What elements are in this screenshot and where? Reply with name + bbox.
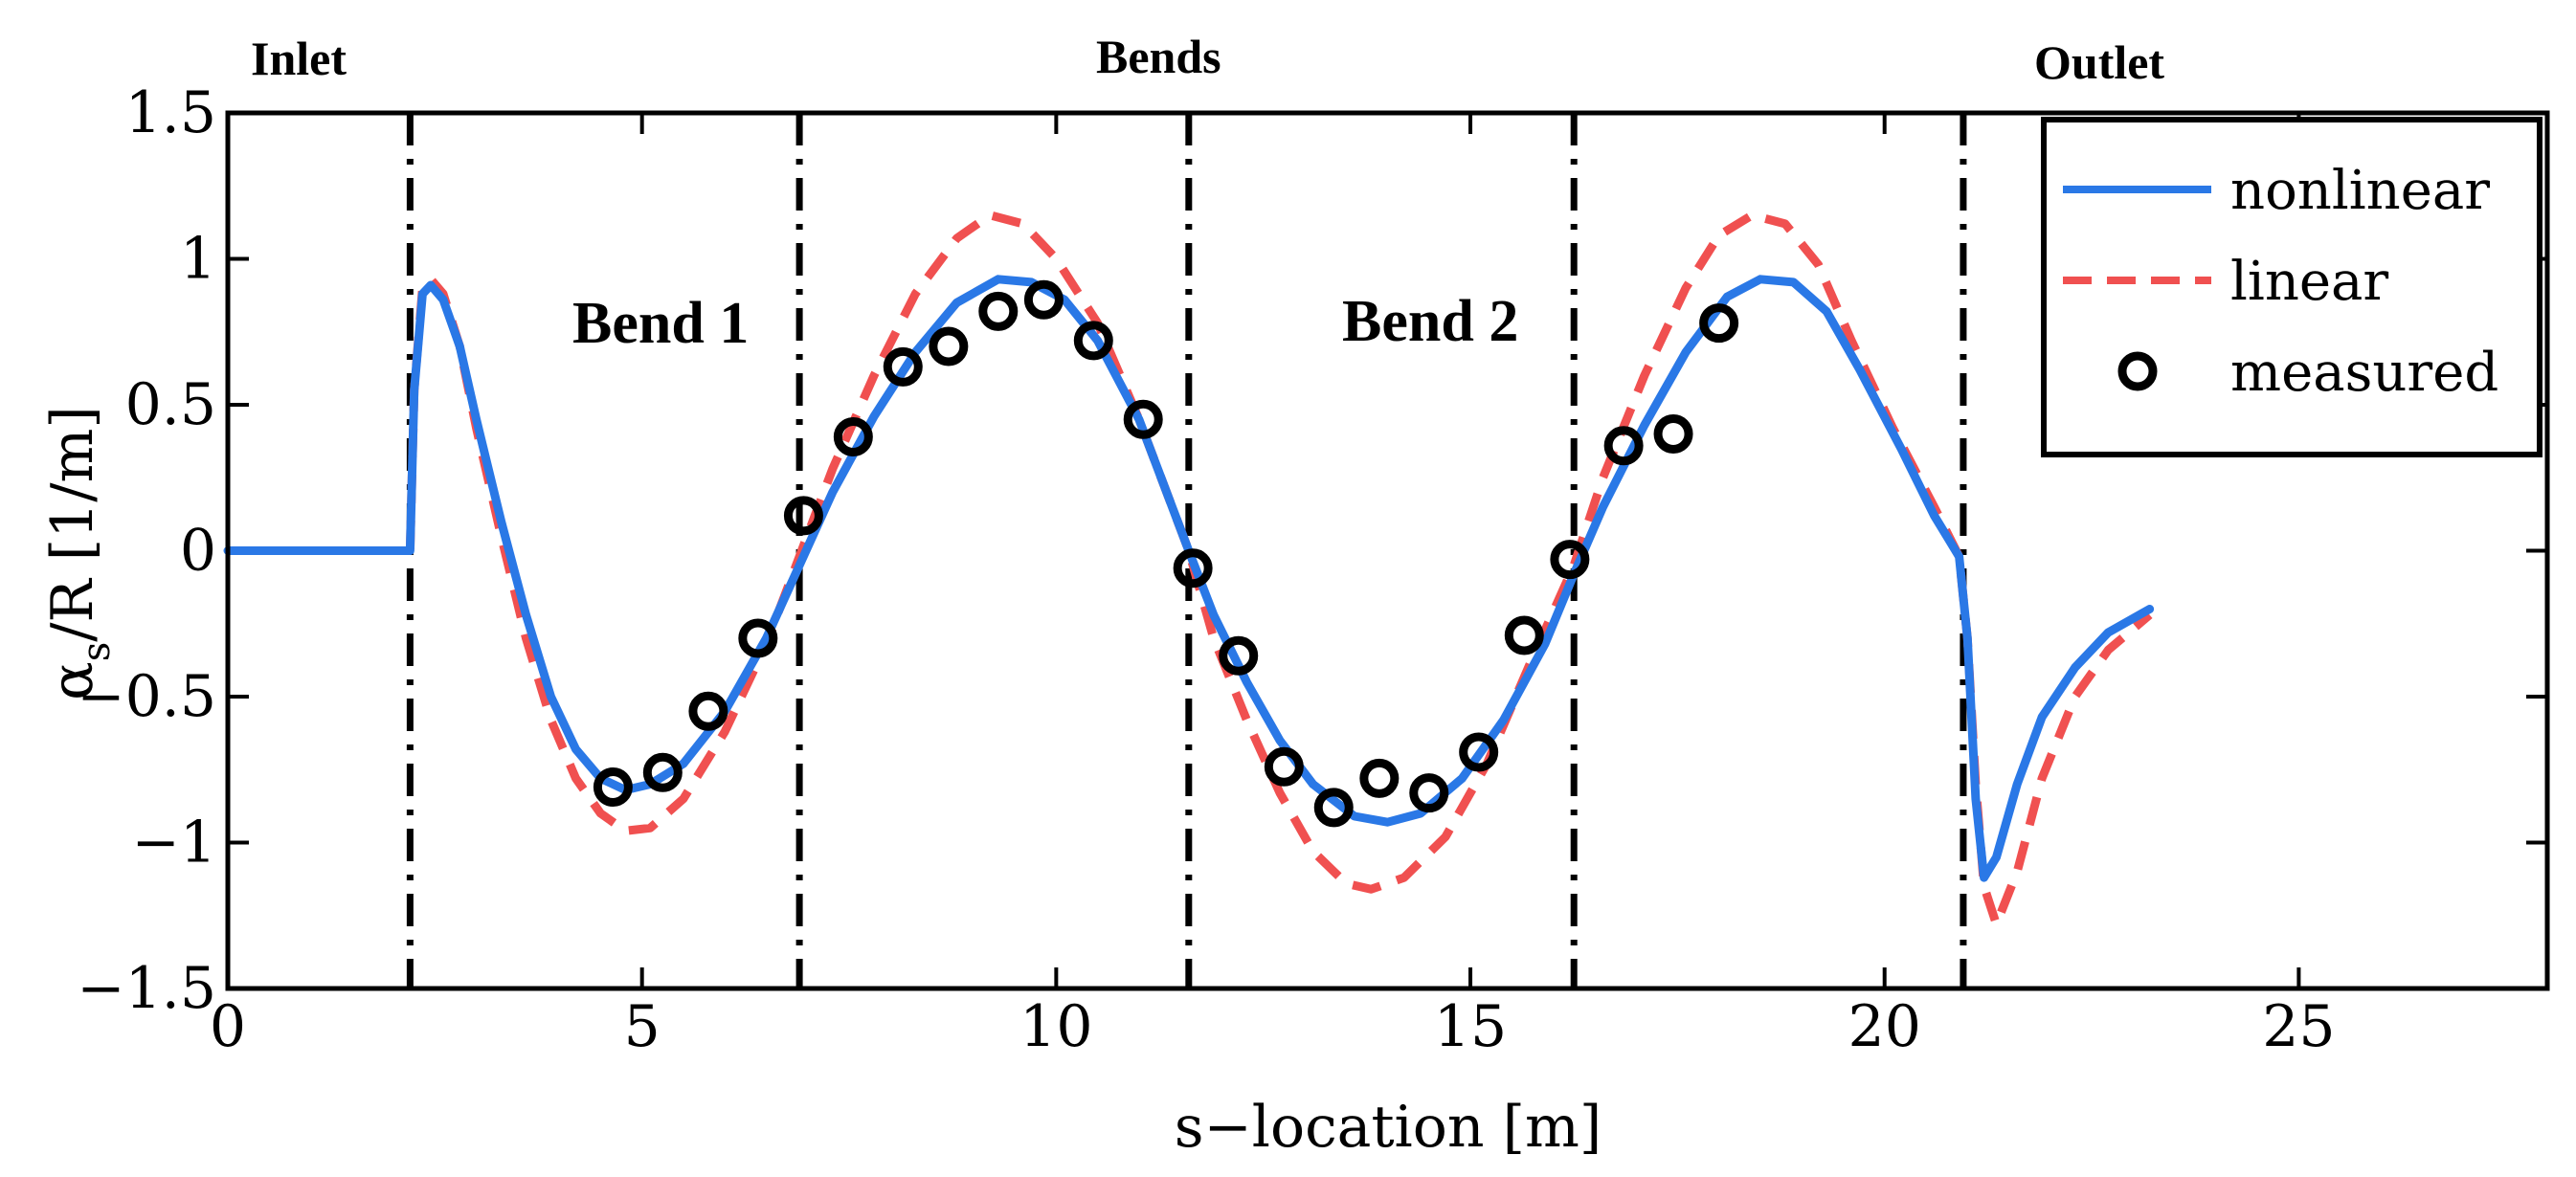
region-label-bends: Bends [1096,30,1221,83]
x-tick-label-1: 5 [624,993,661,1060]
measured-point-7 [929,326,969,366]
legend: nonlinear linear measured [2041,117,2542,457]
y-axis-title: αs/R [1/m] [39,406,119,700]
legend-label-measured: measured [2230,342,2498,404]
measured-markers [593,279,1739,828]
plot-frame [225,110,2550,991]
measured-point-21 [1603,426,1644,466]
legend-label-linear: linear [2230,251,2388,313]
legend-box [2041,117,2542,457]
y-axis-title-units: /R [1/m] [39,406,106,642]
y-tick-label-2: −0.5 [77,663,216,730]
measured-point-14 [1264,746,1304,787]
measured-point-17 [1409,773,1449,813]
y-tick-label-5: 1 [180,226,216,293]
measured-point-6 [883,346,923,387]
y-tick-label-0: −1.5 [77,955,216,1022]
measured-point-15 [1313,788,1354,828]
x-tick-label-0: 0 [210,993,246,1060]
measured-point-19 [1504,615,1544,655]
x-tick-label-2: 10 [1019,993,1092,1060]
measured-point-12 [1173,548,1213,588]
y-axis-title-symbol: α [39,661,106,700]
annotation-bend-2: Bend 2 [1342,289,1518,354]
measured-point-1 [642,752,683,792]
y-tick-label-3: 0 [180,518,216,585]
x-tick-label-3: 15 [1434,993,1507,1060]
measured-point-20 [1550,540,1590,580]
measured-point-13 [1219,635,1259,676]
measured-point-4 [783,496,823,536]
x-tick-label-4: 20 [1848,993,1921,1060]
x-tick-labels: 0 5 10 15 20 25 [210,993,2336,1060]
measured-point-3 [738,618,778,658]
region-label-outlet: Outlet [2034,35,2164,89]
measured-point-18 [1459,732,1499,772]
y-tick-label-1: −1 [132,810,216,877]
measured-point-16 [1359,758,1400,798]
series-lines [223,211,2155,929]
measured-point-0 [593,767,633,808]
legend-label-nonlinear: nonlinear [2230,160,2490,222]
measured-point-9 [1023,279,1064,320]
y-tick-label-6: 1.5 [125,79,216,146]
annotation-bend-1: Bend 1 [572,291,749,356]
legend-swatch-measured [2117,351,2158,391]
measured-point-10 [1073,321,1113,361]
series-line-nonlinear [223,275,2155,882]
y-axis-title-text: αs/R [1/m] [39,406,119,700]
y-tick-label-4: 0.5 [125,371,216,438]
measured-point-11 [1123,399,1163,439]
y-tick-labels: −1.5 −1 −0.5 0 0.5 1 1.5 [77,79,216,1022]
measured-point-2 [688,691,728,731]
measured-point-22 [1653,414,1693,454]
measured-point-5 [833,417,873,457]
measured-point-8 [978,291,1019,331]
y-axis-title-subscript: s [75,642,119,662]
x-tick-label-5: 25 [2262,993,2335,1060]
measured-point-23 [1699,303,1739,344]
region-label-inlet: Inlet [251,32,347,85]
x-axis-title: s−location [m] [1175,1094,1602,1161]
